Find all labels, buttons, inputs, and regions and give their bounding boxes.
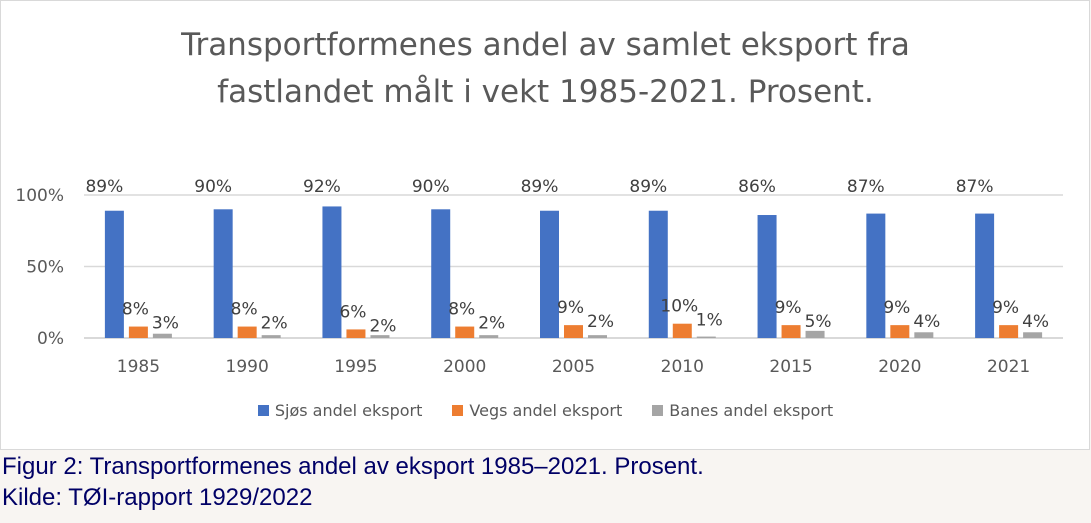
bar-2005-2 xyxy=(588,335,607,338)
x-tick-label: 2015 xyxy=(769,357,812,377)
legend-swatch xyxy=(257,405,269,416)
data-label: 2% xyxy=(261,314,288,334)
data-label: 87% xyxy=(847,177,885,197)
bar-2000-0 xyxy=(431,209,451,338)
y-tick-label: 100% xyxy=(15,186,64,206)
bar-2005-1 xyxy=(564,325,583,338)
data-label: 89% xyxy=(629,177,667,197)
bar-1985-1 xyxy=(128,326,148,338)
legend-swatch xyxy=(652,405,664,416)
bar-1995-1 xyxy=(346,329,366,338)
x-tick-label: 2010 xyxy=(661,357,704,377)
x-tick-label: 2000 xyxy=(443,357,486,377)
bar-1985-0 xyxy=(104,210,124,338)
x-tick-label: 1995 xyxy=(334,357,377,377)
legend-label: Sjøs andel eksport xyxy=(274,401,423,420)
bar-2021-2 xyxy=(1023,332,1043,338)
data-label: 1% xyxy=(696,311,723,331)
bar-2015-2 xyxy=(805,330,825,338)
bar-1995-2 xyxy=(370,335,390,338)
data-label: 8% xyxy=(448,300,475,320)
legend-label: Vegs andel eksport xyxy=(469,401,623,420)
data-label: 9% xyxy=(557,298,584,318)
data-label: 87% xyxy=(956,177,994,197)
x-tick-label: 2005 xyxy=(552,357,595,377)
data-label: 2% xyxy=(587,312,614,332)
x-tick-label: 1985 xyxy=(117,357,160,377)
data-label: 86% xyxy=(738,177,776,197)
legend-item-sjo: Sjøs andel eksport xyxy=(257,401,423,420)
legend-label: Banes andel eksport xyxy=(669,401,834,420)
bar-2020-2 xyxy=(914,332,934,338)
bar-2010-0 xyxy=(648,210,668,338)
source-line: Kilde: TØI-rapport 1929/2022 xyxy=(2,484,313,511)
legend-swatch xyxy=(452,405,464,416)
x-tick-label: 2020 xyxy=(878,357,921,377)
data-label: 89% xyxy=(521,177,559,197)
bar-2010-2 xyxy=(696,336,716,338)
data-label: 4% xyxy=(913,312,940,332)
bar-1985-2 xyxy=(152,333,172,338)
data-label: 9% xyxy=(992,298,1019,318)
data-label: 5% xyxy=(805,312,832,332)
legend: Sjøs andel eksport Vegs andel eksport Ba… xyxy=(0,401,1091,420)
y-tick-label: 0% xyxy=(37,329,64,349)
bar-2020-0 xyxy=(866,213,886,338)
y-tick-label: 50% xyxy=(26,258,64,278)
caption-line: Figur 2: Transportformenes andel av eksp… xyxy=(2,453,704,480)
data-label: 8% xyxy=(122,300,149,320)
bar-2000-2 xyxy=(479,335,499,338)
data-label: 9% xyxy=(883,298,910,318)
legend-item-bane: Banes andel eksport xyxy=(652,401,833,420)
bar-2000-1 xyxy=(455,326,475,338)
data-label: 2% xyxy=(478,314,505,334)
data-label: 2% xyxy=(369,316,396,336)
bar-1990-1 xyxy=(237,326,257,338)
figure-caption: Figur 2: Transportformenes andel av eksp… xyxy=(2,451,704,513)
data-label: 8% xyxy=(231,300,258,320)
chart-title: Transportformenes andel av samlet ekspor… xyxy=(181,27,910,110)
data-label: 90% xyxy=(412,177,450,197)
x-tick-label: 1990 xyxy=(226,357,269,377)
bar-1995-0 xyxy=(322,206,342,338)
data-label: 6% xyxy=(339,302,366,322)
x-tick-label: 2021 xyxy=(987,357,1030,377)
data-label: 4% xyxy=(1022,312,1049,332)
data-label: 9% xyxy=(775,298,802,318)
bar-1990-0 xyxy=(213,209,233,338)
data-label: 3% xyxy=(152,314,179,334)
bar-1990-2 xyxy=(261,335,281,338)
legend-item-veg: Vegs andel eksport xyxy=(452,401,622,420)
data-label: 89% xyxy=(85,177,123,197)
bar-2015-0 xyxy=(757,215,777,338)
bar-2005-0 xyxy=(540,210,559,338)
data-label: 92% xyxy=(303,177,341,197)
bar-2021-1 xyxy=(999,325,1019,338)
bar-2010-1 xyxy=(672,323,692,338)
bar-2021-0 xyxy=(975,213,995,338)
data-label: 90% xyxy=(194,177,232,197)
bar-2015-1 xyxy=(781,325,801,338)
plot-area: 0%50%100%198589%8%3%199090%8%2%199592%6%… xyxy=(15,177,1063,377)
data-label: 10% xyxy=(660,297,698,317)
bar-2020-1 xyxy=(890,325,910,338)
